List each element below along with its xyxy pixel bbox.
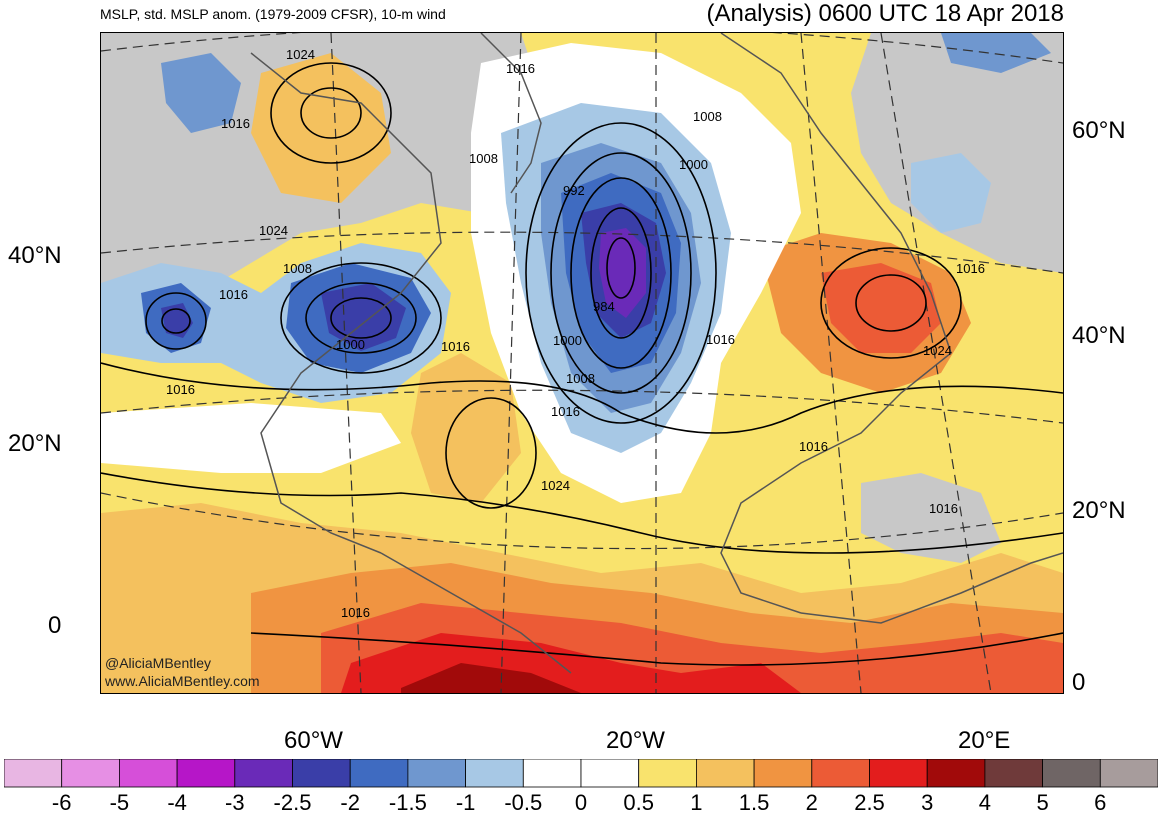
cold-anomaly-scandinavia bbox=[911, 153, 991, 233]
coastlines bbox=[250, 33, 1063, 674]
lat-label-right: 20°N bbox=[1072, 497, 1126, 524]
isobar-label: 1016 bbox=[441, 339, 470, 354]
colorbar-swatch bbox=[61, 759, 120, 788]
colorbar-tick-label: 1 bbox=[690, 790, 703, 815]
colorbar-swatch bbox=[119, 759, 178, 788]
chart-title: MSLP, std. MSLP anom. (1979-2009 CFSR), … bbox=[100, 6, 446, 22]
isobar-label: 1016 bbox=[341, 605, 370, 620]
colorbar-swatch bbox=[292, 759, 351, 788]
cold-anomaly-hudson bbox=[161, 53, 241, 133]
colorbar-swatch bbox=[234, 759, 293, 788]
isobar-label: 1016 bbox=[956, 261, 985, 276]
colorbar-tick-label: 1.5 bbox=[738, 790, 770, 815]
colorbar-swatch bbox=[407, 759, 466, 788]
isobar-label: 1016 bbox=[551, 404, 580, 419]
lat-label-left: 0 bbox=[48, 612, 62, 639]
cold-anomaly-arctic bbox=[941, 33, 1051, 73]
gray-region-northeast bbox=[851, 33, 1063, 273]
colorbar-swatch bbox=[926, 759, 986, 788]
isobar-label: 1016 bbox=[706, 332, 735, 347]
lat-label-right: 40°N bbox=[1072, 322, 1126, 349]
colorbar-swatch bbox=[580, 759, 640, 788]
lon-label: 20°W bbox=[606, 727, 665, 754]
isobar-label: 1024 bbox=[541, 478, 570, 493]
colorbar-swatch bbox=[869, 759, 928, 788]
colorbar-swatch bbox=[4, 759, 63, 788]
colorbar-swatch bbox=[1042, 759, 1101, 788]
colorbar-tick-label: -2 bbox=[340, 790, 360, 815]
neutral-west-atlantic bbox=[101, 403, 401, 473]
isobar-label: 1008 bbox=[693, 109, 722, 124]
colorbar-tick-label: -0.5 bbox=[504, 790, 543, 815]
lon-label: 60°W bbox=[284, 727, 343, 754]
colorbar-tick-label: 4 bbox=[978, 790, 992, 815]
isobar-label: 1016 bbox=[219, 287, 248, 302]
colorbar-tick-label: 2 bbox=[805, 790, 818, 815]
isobar-label: 984 bbox=[593, 299, 615, 314]
lon-label: 20°E bbox=[958, 727, 1011, 754]
lat-label-right: 0 bbox=[1072, 669, 1086, 696]
isobar-label: 1016 bbox=[221, 116, 250, 131]
colorbar-swatch bbox=[811, 759, 870, 788]
isobar-label: 1024 bbox=[286, 47, 315, 62]
colorbar-swatch bbox=[465, 759, 524, 788]
lat-label-left: 40°N bbox=[8, 242, 62, 269]
lat-label-right: 60°N bbox=[1072, 117, 1126, 144]
lat-label-left: 20°N bbox=[8, 430, 62, 457]
colorbar-tick-label: -5 bbox=[109, 790, 130, 815]
isobar-label: 1000 bbox=[679, 157, 708, 172]
valid-time: (Analysis) 0600 UTC 18 Apr 2018 bbox=[706, 0, 1064, 27]
colorbar-tick-label: -1.5 bbox=[388, 790, 427, 815]
isobar-label: 1008 bbox=[469, 151, 498, 166]
graticule bbox=[101, 33, 1063, 693]
colorbar-swatch bbox=[638, 759, 697, 788]
isobar-label: 1008 bbox=[283, 261, 312, 276]
isobar-label: 992 bbox=[563, 183, 585, 198]
isobar-label-group: 1024 1016 1016 1008 1008 1000 992 984 10… bbox=[166, 47, 985, 620]
colorbar bbox=[4, 759, 1158, 788]
isobar-label: 1024 bbox=[259, 223, 288, 238]
colorbar-tick-label: -3 bbox=[225, 790, 245, 815]
isobar-label: 1016 bbox=[166, 382, 195, 397]
colorbar-tick-label: -2.5 bbox=[273, 790, 312, 815]
colorbar-tick-label: 2.5 bbox=[854, 790, 885, 815]
hot-anomaly-peak bbox=[401, 663, 581, 693]
isobar-label: 1016 bbox=[929, 501, 958, 516]
colorbar-tick-label: 3 bbox=[921, 790, 934, 815]
colorbar-tick-label: 0.5 bbox=[623, 790, 654, 815]
colorbar-tick-label: -6 bbox=[51, 790, 72, 815]
colorbar-tick-label: 6 bbox=[1094, 790, 1107, 815]
colorbar-swatch bbox=[176, 759, 236, 788]
isobar-label: 1016 bbox=[799, 439, 828, 454]
credit-url: www.AliciaMBentley.com bbox=[105, 673, 260, 689]
isobar-label: 1024 bbox=[923, 343, 952, 358]
credit-handle: @AliciaMBentley bbox=[105, 655, 212, 671]
isobars bbox=[101, 62, 1063, 666]
cold-anomaly-atlantic-peak bbox=[599, 228, 646, 318]
colorbar-tick-label: 0 bbox=[574, 790, 588, 815]
colorbar-tick-label: -1 bbox=[455, 790, 476, 815]
colorbar-tick-label: 5 bbox=[1036, 790, 1049, 815]
colorbar-swatch bbox=[984, 759, 1044, 788]
isobar-label: 1016 bbox=[506, 61, 535, 76]
isobar-label: 1000 bbox=[336, 337, 365, 352]
colorbar-swatch bbox=[696, 759, 755, 788]
map-panel: 1024 1016 1016 1008 1008 1000 992 984 10… bbox=[100, 32, 1064, 694]
colorbar-swatch bbox=[753, 759, 813, 788]
warm-anomaly-europe-core bbox=[821, 263, 941, 353]
map-canvas: 1024 1016 1016 1008 1008 1000 992 984 10… bbox=[101, 33, 1063, 693]
warm-anomaly-canada bbox=[251, 53, 391, 203]
isobar-label: 1008 bbox=[566, 371, 595, 386]
colorbar-tick-label: -4 bbox=[167, 790, 187, 815]
colorbar-swatch bbox=[1099, 759, 1158, 788]
colorbar-swatch bbox=[349, 759, 409, 788]
isobar-label: 1000 bbox=[553, 333, 582, 348]
colorbar-swatch bbox=[522, 759, 582, 788]
